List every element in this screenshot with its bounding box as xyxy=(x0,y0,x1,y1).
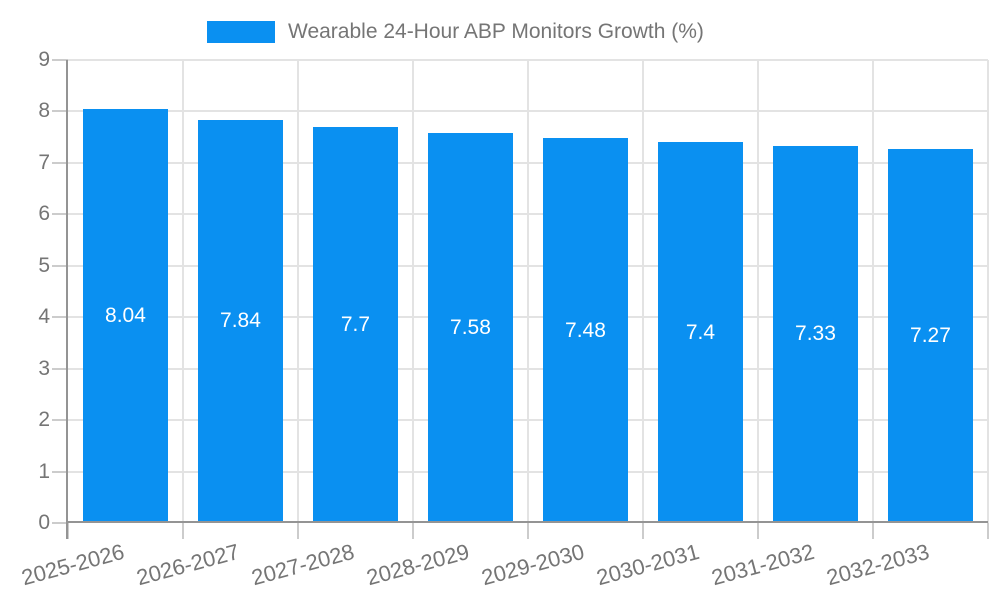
gridline-vertical xyxy=(757,60,759,523)
y-axis-tick xyxy=(52,470,68,473)
y-axis-tick-label: 3 xyxy=(38,356,50,380)
y-axis-tick-label: 8 xyxy=(38,99,50,123)
legend[interactable]: Wearable 24-Hour ABP Monitors Growth (%) xyxy=(207,20,704,43)
y-axis-tick-label: 0 xyxy=(38,511,50,534)
gridline-vertical xyxy=(297,60,299,523)
bar-2027-2028[interactable] xyxy=(312,126,399,523)
bar-2032-2033[interactable] xyxy=(887,148,974,523)
y-axis-tick-label: 4 xyxy=(38,305,50,329)
y-axis-tick xyxy=(52,59,68,61)
y-axis-tick-label: 9 xyxy=(38,48,50,71)
y-axis-tick xyxy=(52,264,68,267)
x-axis-tick xyxy=(527,523,529,539)
gridline-vertical xyxy=(987,60,989,523)
y-axis-tick-label: 2 xyxy=(38,408,50,432)
x-axis-tick xyxy=(642,523,644,539)
legend-swatch xyxy=(207,20,275,43)
x-axis-tick xyxy=(297,523,299,539)
bar-2030-2031[interactable] xyxy=(657,142,744,523)
y-axis-tick xyxy=(52,110,68,113)
y-axis-tick-label: 5 xyxy=(38,253,50,277)
y-axis-tick-label: 6 xyxy=(38,202,50,226)
x-axis-tick xyxy=(412,523,414,539)
gridline-vertical xyxy=(412,60,414,523)
x-axis-tick xyxy=(67,523,69,539)
y-axis-tick xyxy=(52,316,68,319)
bar-2029-2030[interactable] xyxy=(542,138,629,523)
x-axis-tick xyxy=(182,523,184,539)
y-axis-tick xyxy=(52,367,68,370)
x-axis-tick xyxy=(987,523,989,539)
y-axis-tick-label: 7 xyxy=(38,150,50,174)
bar-2026-2027[interactable] xyxy=(197,119,284,523)
plot-area: 0 1 2 3 4 5 6 7 8 9 8.04 7.84 7.7 7.58 7.48 7.4 7.33 7.27… xyxy=(18,48,989,590)
gridline-vertical xyxy=(642,60,644,523)
bar-2025-2026[interactable] xyxy=(82,109,169,523)
x-axis-tick xyxy=(872,523,874,539)
y-axis-tick xyxy=(52,213,68,216)
gridline-vertical xyxy=(872,60,874,523)
y-axis-tick xyxy=(52,419,68,422)
legend-label: Wearable 24-Hour ABP Monitors Growth (%) xyxy=(288,19,704,43)
x-axis-line xyxy=(66,521,988,523)
x-axis-tick xyxy=(757,523,759,539)
bar-2031-2032[interactable] xyxy=(772,145,859,523)
y-axis-line xyxy=(66,60,68,539)
bar-2028-2029[interactable] xyxy=(427,133,514,523)
y-axis-tick xyxy=(52,522,68,524)
gridline-vertical xyxy=(182,60,184,523)
y-axis-tick-label: 1 xyxy=(38,459,50,483)
y-axis-tick xyxy=(52,161,68,164)
gridline-vertical xyxy=(527,60,529,523)
